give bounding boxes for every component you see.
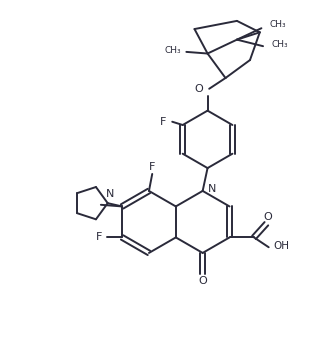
Text: F: F [149,162,155,172]
Text: N: N [106,189,114,199]
Text: CH₃: CH₃ [271,40,288,49]
Text: F: F [160,117,166,127]
Text: CH₃: CH₃ [164,46,181,55]
Text: OH: OH [273,241,289,251]
Text: N: N [208,184,216,194]
Text: F: F [96,232,102,242]
Text: O: O [194,84,203,94]
Text: O: O [198,276,207,286]
Text: CH₃: CH₃ [269,20,286,29]
Text: O: O [264,212,272,222]
